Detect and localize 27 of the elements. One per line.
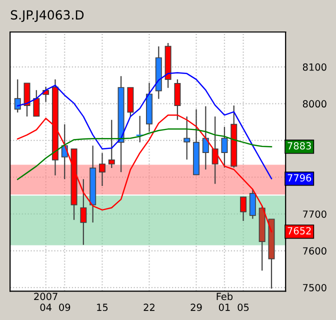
candlestick [240, 196, 247, 222]
x-tick-label: 2007 04 [34, 292, 58, 311]
candlestick [202, 106, 209, 170]
x-tick-label: 15 [97, 304, 108, 311]
x-tick-label: 22 [144, 304, 154, 311]
candlestick [184, 116, 190, 160]
data-label: 7796 [288, 174, 312, 182]
y-tick-label: 7600 [303, 247, 326, 255]
data-label: 7883 [288, 142, 311, 150]
candlestick [136, 115, 144, 143]
data-label: 7652 [288, 227, 311, 234]
x-tick-label: Feb 01 [216, 292, 233, 311]
line-series [16, 128, 272, 180]
candlestick [221, 126, 228, 168]
y-tick-label: 7700 [303, 210, 326, 218]
candlestick [108, 119, 115, 169]
candlestick [98, 152, 106, 187]
y-tick-label: 8000 [302, 100, 326, 108]
candlestick [249, 188, 256, 220]
x-tick-label: 05 [238, 304, 249, 311]
y-tick-label: 7500 [303, 284, 326, 292]
candlestick [33, 90, 40, 117]
x-tick-label: 29 [190, 304, 202, 311]
y-tick-label: 8100 [302, 63, 326, 71]
candlestick [14, 78, 21, 114]
chart-title: S.JP.J4063.D [10, 10, 84, 22]
x-tick-label: 09 [59, 304, 70, 311]
